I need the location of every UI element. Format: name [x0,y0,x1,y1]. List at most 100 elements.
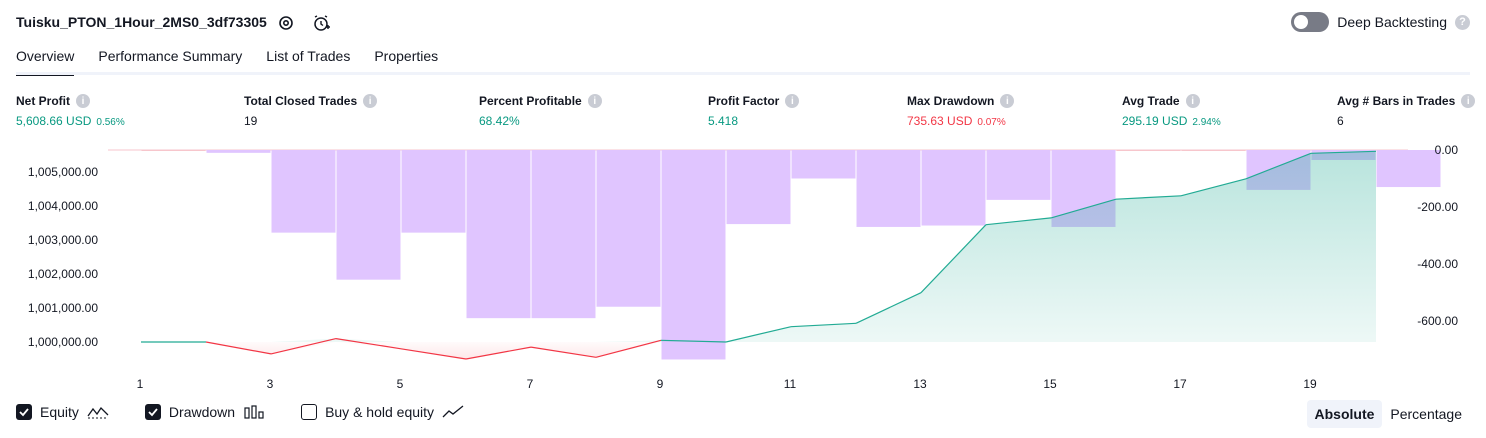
metric-label: Total Closed Trades [244,94,358,108]
metric-value: 5.418 [708,114,739,128]
drawdown-bar [271,150,336,233]
metric-label: Profit Factor [708,94,780,108]
x-tick-label: 3 [267,377,274,391]
info-icon[interactable]: i [363,94,378,108]
alarm-clock-add-icon[interactable] [310,12,332,34]
strategy-title: Tuisku_PTON_1Hour_2MS0_3df73305 [16,14,267,30]
x-tick-label: 15 [1043,377,1057,391]
tab-properties[interactable]: Properties [374,48,439,64]
drawdown-bar [206,150,271,153]
x-tick-label: 7 [527,377,534,391]
equity-line-segment [270,338,337,355]
deep-backtesting-toggle[interactable] [1291,12,1330,32]
tab-list-of-trades[interactable]: List of Trades [266,48,351,64]
drawdown-bar [596,150,661,307]
equity-line-segment [1310,150,1377,154]
metric-net-profit: Net Profit i 5,608.66 USD 0.56% [16,94,125,128]
value-mode-switch: Absolute Percentage [1306,400,1471,428]
equity-drawdown-chart[interactable]: 1,000,000.00 1,001,000.00 1,002,000.00 1,00… [0,140,1486,392]
y-left-tick-label: 1,005,000.00 [28,165,98,179]
metric-avg-trade: Avg Trade i 295.19 USD 2.94% [1122,94,1221,128]
equity-line-segment [1180,178,1247,197]
info-icon[interactable]: i [1185,94,1200,108]
equity-line-segment [1115,195,1182,200]
drawdown-bar [401,150,466,233]
equity-line-segment [595,339,662,358]
x-tick-label: 9 [657,377,664,391]
x-tick-label: 17 [1173,377,1187,391]
y-left-tick-label: 1,000,000.00 [28,335,98,349]
drawdown-bar [1376,150,1441,188]
equity-area [141,151,1376,342]
metric-label: Avg # Bars in Trades [1337,94,1456,108]
y-right-tick-label: -600.00 [1417,314,1458,328]
metric-value: 295.19 USD [1122,114,1188,128]
metric-value: 5,608.66 USD [16,114,92,128]
metric-label: Max Drawdown [907,94,995,108]
equity-line-segment [335,338,402,350]
equity-line-segment [465,346,532,360]
equity-line-segment [920,224,987,294]
drawdown-bar [466,150,531,319]
info-icon[interactable]: i [1000,94,1015,108]
metric-percent: 2.94% [1192,117,1221,128]
equity-label: Equity [40,404,79,420]
buy-hold-label: Buy & hold equity [325,404,435,420]
drawdown-bar [1116,150,1181,151]
tab-performance-summary[interactable]: Performance Summary [98,48,243,64]
y-left-tick-label: 1,004,000.00 [28,199,98,213]
equity-line-segment [855,292,922,324]
info-icon[interactable]: i [1461,94,1476,108]
metric-max-drawdown: Max Drawdown i 735.63 USD 0.07% [907,94,1015,128]
chart-legend: Equity Drawdown Buy & hold equity [16,404,500,420]
equity-line-icon [87,406,109,419]
metric-value: 735.63 USD [907,114,973,128]
equity-line-segment [725,326,792,343]
drawdown-bar [986,150,1051,200]
percentage-button[interactable]: Percentage [1390,406,1462,422]
metric-value: 19 [244,114,258,128]
metric-total-closed-trades: Total Closed Trades i 19 [244,94,378,128]
metric-percent-profitable: Percent Profitable i 68.42% [479,94,602,128]
legend-buy-hold-equity[interactable]: Buy & hold equity [301,404,464,420]
metric-label: Percent Profitable [479,94,582,108]
metric-percent: 0.56% [96,117,125,128]
drawdown-checkbox[interactable] [144,404,161,420]
info-icon[interactable]: i [785,94,800,108]
help-icon[interactable]: ? [1455,14,1470,30]
equity-line-segment [530,346,597,358]
buy-hold-checkbox[interactable] [301,404,318,420]
drawdown-bar [1181,150,1246,151]
equity-line-segment [400,348,467,360]
info-icon[interactable]: i [76,94,90,108]
x-tick-label: 13 [913,377,927,391]
equity-line-segment [1245,152,1312,180]
info-icon[interactable]: i [587,94,602,108]
absolute-button[interactable]: Absolute [1306,400,1383,428]
drawdown-bar [336,150,401,280]
drawdown-bar [791,150,856,179]
drawdown-bar [661,150,726,360]
metric-value: 68.42% [479,114,520,128]
settings-icon[interactable] [275,12,297,34]
drawdown-bar [531,150,596,319]
metric-percent: 0.07% [977,117,1006,128]
metric-profit-factor: Profit Factor i 5.418 [708,94,800,128]
y-right-tick-label: -400.00 [1417,257,1458,271]
equity-line-segment [790,322,857,328]
metric-label: Net Profit [16,94,70,108]
x-tick-label: 11 [784,377,797,391]
legend-equity[interactable]: Equity [16,404,109,420]
drawdown-bar [141,150,206,151]
metric-avg-bars-in-trades: Avg # Bars in Trades i 6 [1337,94,1476,128]
equity-checkbox[interactable] [16,404,32,420]
metric-value: 6 [1337,114,1344,128]
deep-backtesting: Deep Backtesting ? [1291,12,1470,32]
equity-line-segment [985,217,1052,226]
drawdown-bars-icon [244,405,264,419]
metric-label: Avg Trade [1122,94,1180,108]
drawdown-bar [921,150,986,226]
legend-drawdown[interactable]: Drawdown [144,404,265,420]
drawdown-label: Drawdown [168,404,236,420]
x-tick-label: 5 [397,377,404,391]
